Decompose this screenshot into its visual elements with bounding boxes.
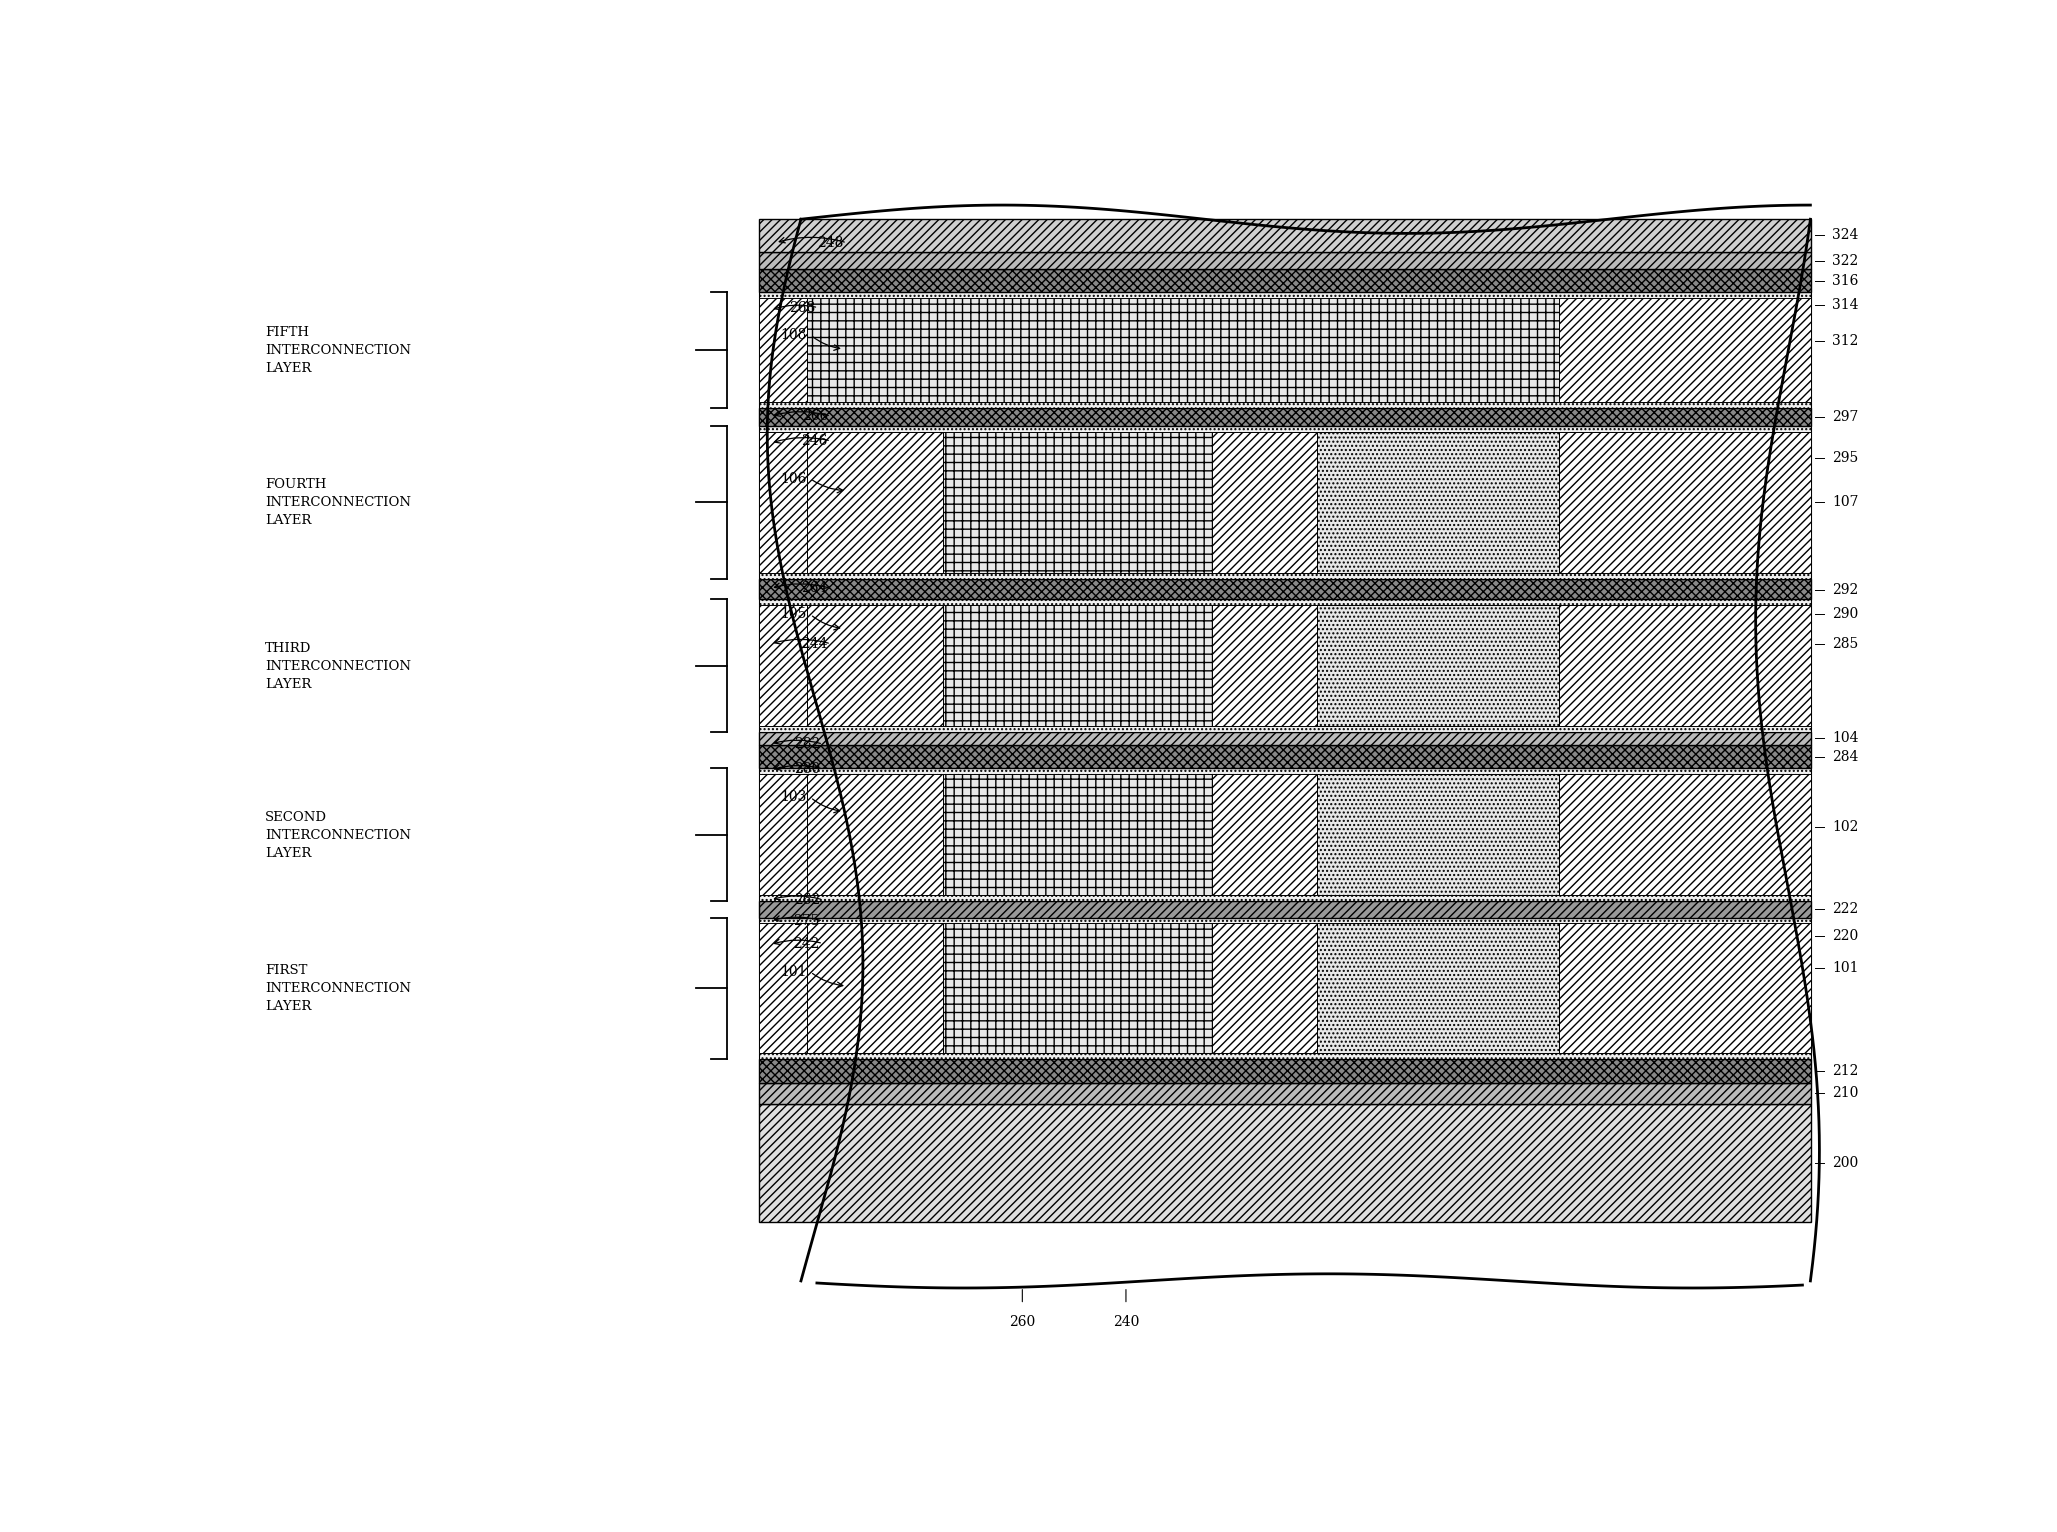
Bar bbox=[759, 299, 806, 401]
Text: FOURTH
INTERCONNECTION
LAYER: FOURTH INTERCONNECTION LAYER bbox=[265, 478, 411, 527]
Bar bbox=[759, 924, 806, 1052]
Text: 314: 314 bbox=[1833, 299, 1860, 313]
Text: 108: 108 bbox=[782, 328, 806, 342]
Bar bbox=[806, 432, 944, 573]
Text: 102: 102 bbox=[1833, 820, 1860, 833]
Bar bbox=[1212, 924, 1316, 1052]
Text: 104: 104 bbox=[1833, 731, 1860, 745]
Text: 246: 246 bbox=[802, 434, 827, 447]
Text: 222: 222 bbox=[1833, 902, 1857, 916]
Text: 284: 284 bbox=[1833, 751, 1860, 764]
Text: 268: 268 bbox=[788, 300, 815, 314]
Text: 242: 242 bbox=[794, 936, 821, 950]
Bar bbox=[944, 924, 1212, 1052]
Bar bbox=[759, 732, 1812, 746]
Text: 280: 280 bbox=[794, 761, 821, 775]
Text: 282: 282 bbox=[794, 737, 821, 751]
Text: 290: 290 bbox=[1833, 607, 1857, 622]
Text: 200: 200 bbox=[1833, 1157, 1857, 1170]
Bar bbox=[759, 268, 1812, 293]
Text: 312: 312 bbox=[1833, 334, 1860, 348]
Text: 262: 262 bbox=[794, 893, 821, 907]
Bar bbox=[759, 746, 1812, 768]
Bar bbox=[1559, 432, 1812, 573]
Bar bbox=[1559, 299, 1812, 401]
Text: 295: 295 bbox=[1833, 450, 1857, 464]
Text: 101: 101 bbox=[780, 965, 806, 979]
Bar bbox=[1212, 605, 1316, 726]
Bar bbox=[759, 768, 1812, 901]
Bar bbox=[759, 579, 1812, 599]
Text: 212: 212 bbox=[1833, 1063, 1860, 1079]
Text: 106: 106 bbox=[782, 472, 806, 486]
Bar bbox=[1316, 774, 1559, 895]
Bar bbox=[1316, 605, 1559, 726]
Text: FIRST
INTERCONNECTION
LAYER: FIRST INTERCONNECTION LAYER bbox=[265, 964, 411, 1013]
Text: 266: 266 bbox=[802, 409, 827, 423]
Text: 316: 316 bbox=[1833, 274, 1860, 288]
Text: 285: 285 bbox=[1833, 637, 1857, 651]
Text: 107: 107 bbox=[1833, 495, 1860, 509]
Bar bbox=[759, 774, 806, 895]
Text: 260: 260 bbox=[1010, 1314, 1035, 1330]
Bar bbox=[759, 901, 1812, 918]
Bar bbox=[1212, 774, 1316, 895]
Bar bbox=[1316, 924, 1559, 1052]
Bar bbox=[759, 219, 1812, 253]
Bar bbox=[1559, 605, 1812, 726]
Text: THIRD
INTERCONNECTION
LAYER: THIRD INTERCONNECTION LAYER bbox=[265, 642, 411, 691]
Text: 244: 244 bbox=[802, 637, 827, 651]
Text: SECOND
INTERCONNECTION
LAYER: SECOND INTERCONNECTION LAYER bbox=[265, 810, 411, 859]
Bar bbox=[759, 408, 1812, 426]
Text: 292: 292 bbox=[1833, 582, 1857, 596]
Bar bbox=[759, 426, 1812, 579]
Bar bbox=[806, 299, 1559, 401]
Bar bbox=[759, 293, 1812, 408]
Bar bbox=[806, 774, 944, 895]
Text: 324: 324 bbox=[1833, 228, 1860, 242]
Text: 240: 240 bbox=[1113, 1314, 1140, 1330]
Text: 103: 103 bbox=[782, 791, 806, 804]
Bar bbox=[944, 432, 1212, 573]
Bar bbox=[1316, 432, 1559, 573]
Text: FIFTH
INTERCONNECTION
LAYER: FIFTH INTERCONNECTION LAYER bbox=[265, 326, 411, 375]
Bar bbox=[759, 1083, 1812, 1105]
Bar bbox=[944, 605, 1212, 726]
Bar bbox=[806, 924, 944, 1052]
Text: 322: 322 bbox=[1833, 253, 1857, 268]
Text: 105: 105 bbox=[782, 607, 806, 622]
Text: 210: 210 bbox=[1833, 1086, 1860, 1100]
Text: 220: 220 bbox=[1833, 930, 1857, 944]
Bar bbox=[1559, 924, 1812, 1052]
Bar bbox=[806, 605, 944, 726]
Text: 101: 101 bbox=[1833, 961, 1860, 976]
Bar bbox=[1559, 774, 1812, 895]
Bar bbox=[759, 432, 806, 573]
Text: 297: 297 bbox=[1833, 411, 1860, 424]
Bar bbox=[759, 1105, 1812, 1223]
Bar bbox=[759, 1059, 1812, 1083]
Text: 264: 264 bbox=[802, 582, 827, 596]
Bar bbox=[759, 599, 1812, 732]
Bar bbox=[759, 253, 1812, 268]
Bar bbox=[759, 605, 806, 726]
Bar bbox=[944, 774, 1212, 895]
Text: 248: 248 bbox=[817, 236, 843, 250]
Bar bbox=[759, 918, 1812, 1059]
Text: 275: 275 bbox=[794, 915, 821, 928]
Bar bbox=[1212, 432, 1316, 573]
